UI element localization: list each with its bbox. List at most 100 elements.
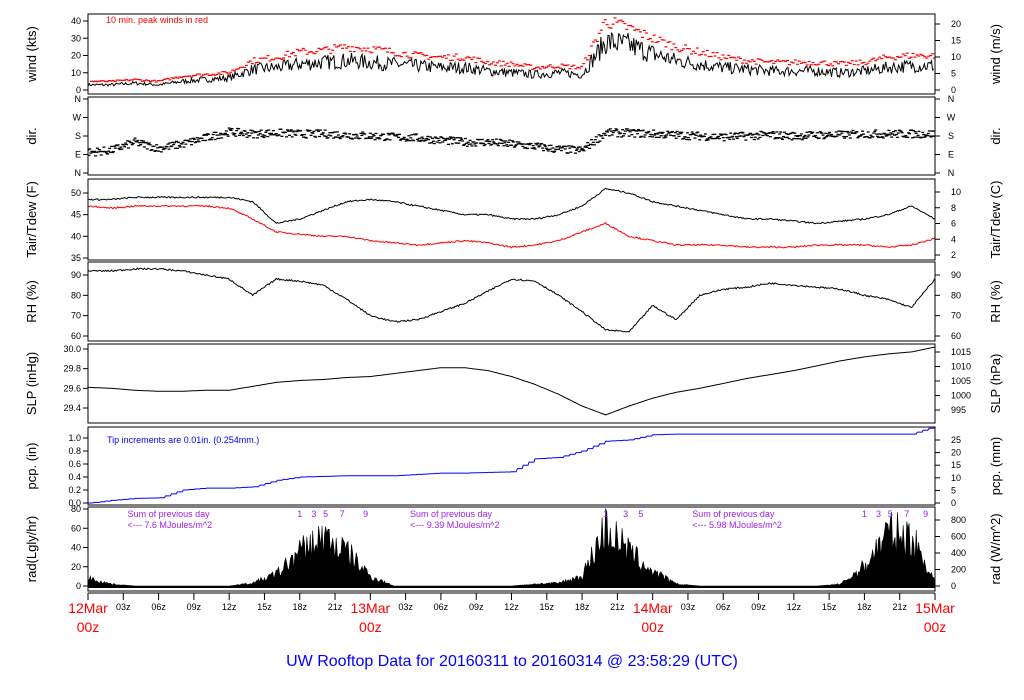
x-date-time-label: 00z — [77, 619, 100, 635]
y-axis-label-right: dir. — [988, 127, 1003, 144]
right-tick-label: N — [948, 168, 955, 178]
left-tick-label: 60 — [71, 523, 81, 533]
solar-hour-mark: 7 — [904, 509, 909, 519]
x-date-label: 15Mar — [915, 600, 955, 616]
y-axis-label-right: SLP (hPa) — [988, 354, 1003, 414]
left-tick-label: 0.2 — [68, 485, 81, 495]
solar-hour-mark: 3 — [623, 509, 628, 519]
plot-area-dir — [88, 127, 935, 157]
x-tick-label: 18z — [575, 602, 590, 612]
right-tick-label: 0 — [951, 498, 956, 508]
radiation-sum-value: <--- 9.39 MJoules/m^2 — [410, 520, 500, 530]
left-tick-label: S — [75, 131, 81, 141]
left-tick-label: 80 — [71, 504, 81, 514]
right-tick-label: 80 — [951, 290, 961, 300]
x-tick-label: 12z — [787, 602, 802, 612]
left-tick-label: 60 — [71, 331, 81, 341]
tdew-line — [88, 204, 935, 249]
radiation-sum-value: <--- 7.6 MJoules/m^2 — [128, 520, 213, 530]
x-tick-label: 03z — [398, 602, 413, 612]
x-date-time-label: 00z — [924, 619, 947, 635]
left-tick-label: 40 — [71, 231, 81, 241]
left-tick-label: 40 — [71, 16, 81, 26]
left-tick-label: 29.6 — [63, 383, 81, 393]
wind-annotation: 10 min. peak winds in red — [106, 15, 208, 25]
left-tick-label: 20 — [71, 562, 81, 572]
right-tick-label: 10 — [951, 473, 961, 483]
panel-rh: 60 70 80 90 60 70 80 90 RH (%) RH (%) — [24, 261, 1003, 342]
y-axis-label-right: Tair/Tdew (C) — [988, 180, 1003, 258]
right-tick-label: 995 — [951, 405, 966, 415]
radiation-sum-title: Sum of previous day — [692, 509, 775, 519]
left-tick-label: 0 — [76, 581, 81, 591]
solar-hour-mark: 9 — [923, 509, 928, 519]
x-tick-label: 03z — [116, 602, 131, 612]
right-tick-label: 60 — [951, 331, 961, 341]
slp-line — [88, 346, 935, 416]
right-tick-label: 200 — [951, 565, 966, 575]
left-tick-label: 35 — [71, 253, 81, 263]
left-tick-label: 0.8 — [68, 446, 81, 456]
right-tick-label: 25 — [951, 435, 961, 445]
right-tick-label: 5 — [951, 485, 956, 495]
x-date-time-label: 00z — [641, 619, 664, 635]
x-tick-label: 06z — [151, 602, 166, 612]
x-date-label: 13Mar — [350, 600, 390, 616]
x-tick-label: 21z — [328, 602, 343, 612]
right-tick-label: E — [948, 150, 954, 160]
left-tick-label: N — [75, 168, 82, 178]
left-tick-label: E — [75, 150, 81, 160]
left-tick-label: 30 — [71, 33, 81, 43]
y-axis-label-left: dir. — [24, 127, 39, 144]
solar-hour-mark: 5 — [638, 509, 643, 519]
right-tick-label: S — [948, 131, 954, 141]
right-tick-label: 1005 — [951, 376, 971, 386]
y-axis-label-left: Tair/Tdew (F) — [24, 181, 39, 258]
right-tick-label: N — [948, 94, 955, 104]
left-tick-label: 70 — [71, 311, 81, 321]
x-date-label: 12Mar — [68, 600, 108, 616]
right-tick-label: 2 — [951, 250, 956, 260]
y-axis-label-right: pcp. (mm) — [988, 437, 1003, 496]
x-tick-label: 12z — [222, 602, 237, 612]
left-tick-label: 0.4 — [68, 472, 81, 482]
x-tick-label: 18z — [292, 602, 307, 612]
x-tick-label: 06z — [434, 602, 449, 612]
plot-area-slp — [88, 346, 935, 416]
panel-frame — [87, 261, 936, 342]
panel-wind: 0 10 20 30 40 0 5 10 15 20 wind (kts) wind (m/s) 10 … — [24, 13, 1003, 95]
y-axis-label-left: SLP (inHg) — [24, 352, 39, 415]
right-tick-label: 6 — [951, 219, 956, 229]
right-tick-label: 5 — [951, 69, 956, 79]
right-tick-label: 8 — [951, 203, 956, 213]
panel-frame — [87, 343, 936, 424]
right-tick-label: 10 — [951, 52, 961, 62]
solar-hour-mark: 5 — [323, 509, 328, 519]
y-axis-label-left: RH (%) — [24, 280, 39, 323]
radiation-sum-title: Sum of previous day — [410, 509, 493, 519]
right-tick-label: 1015 — [951, 347, 971, 357]
panel-pcp: 0.0 0.2 0.4 0.6 0.8 1.0 0 5 10 15 20 25 pcp. (in) pcp… — [24, 426, 1003, 508]
radiation-sum-title: Sum of previous day — [128, 509, 211, 519]
x-tick-label: 21z — [610, 602, 625, 612]
plot-area-pcp — [88, 427, 935, 504]
solar-hour-mark: 1 — [862, 509, 867, 519]
right-tick-label: 15 — [951, 36, 961, 46]
y-axis-label-right: RH (%) — [988, 280, 1003, 323]
right-tick-label: 0 — [951, 581, 956, 591]
right-tick-label: 800 — [951, 515, 966, 525]
x-tick-label: 15z — [540, 602, 555, 612]
panel-slp: 29.4 29.6 29.8 30.0 995 1000 1005 1010 1015 SLP (… — [24, 343, 1003, 424]
x-date-label: 14Mar — [633, 600, 673, 616]
solar-hour-mark: 7 — [340, 509, 345, 519]
rh-line — [88, 267, 935, 333]
right-tick-label: 1010 — [951, 362, 971, 372]
right-tick-label: 600 — [951, 532, 966, 542]
wind-speed-line — [88, 31, 935, 88]
left-tick-label: 20 — [71, 51, 81, 61]
x-tick-label: 03z — [681, 602, 696, 612]
x-tick-label: 18z — [857, 602, 872, 612]
